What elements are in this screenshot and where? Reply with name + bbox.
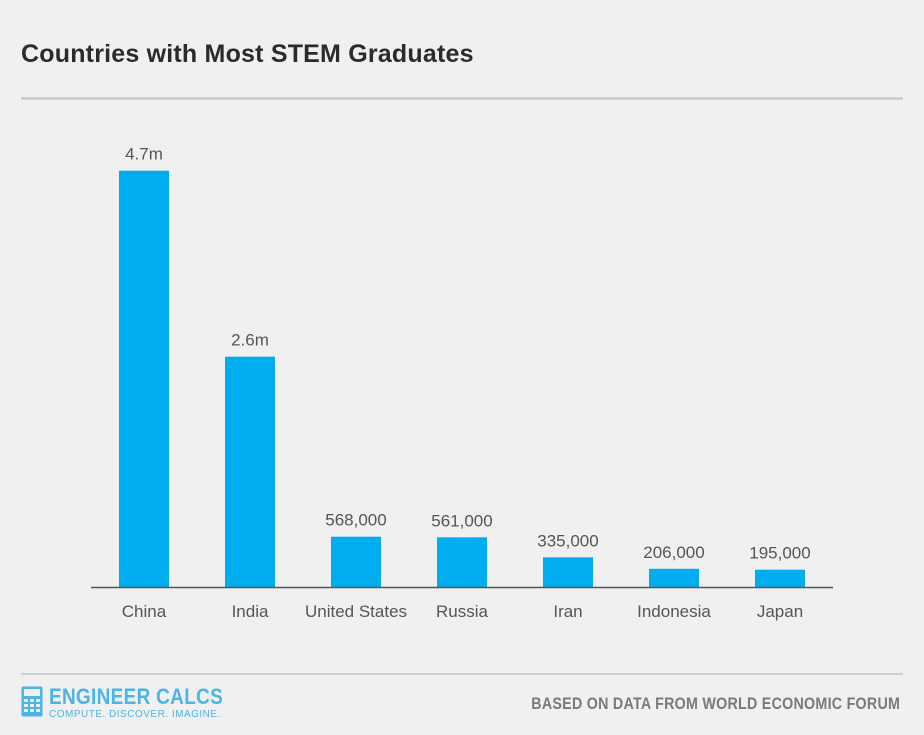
footer-divider [21,673,903,675]
chart-title: Countries with Most STEM Graduates [21,40,474,68]
data-label: 4.7m [125,145,163,164]
title-divider [21,97,903,100]
category-label: Iran [553,602,582,621]
category-label: Russia [436,602,489,621]
data-label: 568,000 [325,511,386,530]
bar-united-states [331,536,381,587]
bar-iran [543,557,593,587]
calculator-icon [21,686,43,717]
data-label: 206,000 [643,543,704,562]
brand-tagline: COMPUTE. DISCOVER. IMAGINE. [49,709,221,720]
bar-japan [755,569,805,587]
bar-russia [437,537,487,587]
data-label: 335,000 [537,531,598,550]
data-label: 561,000 [431,511,492,530]
brand-name: ENGINEER CALCS [49,684,224,709]
data-label: 195,000 [749,544,810,563]
bar-india [225,356,275,587]
brand-logo: ENGINEER CALCS COMPUTE. DISCOVER. IMAGIN… [21,686,251,721]
bar-china [119,170,169,587]
category-label: United States [305,602,407,621]
bar-indonesia [649,568,699,587]
source-note: BASED ON DATA FROM WORLD ECONOMIC FORUM [531,694,900,713]
data-label: 2.6m [231,331,269,350]
category-label: India [232,602,269,621]
category-label: Japan [757,602,803,621]
category-label: China [122,602,167,621]
category-label: Indonesia [637,602,711,621]
bar-chart: 4.7m China 2.6m India 568,000 United States 56… [91,145,833,621]
